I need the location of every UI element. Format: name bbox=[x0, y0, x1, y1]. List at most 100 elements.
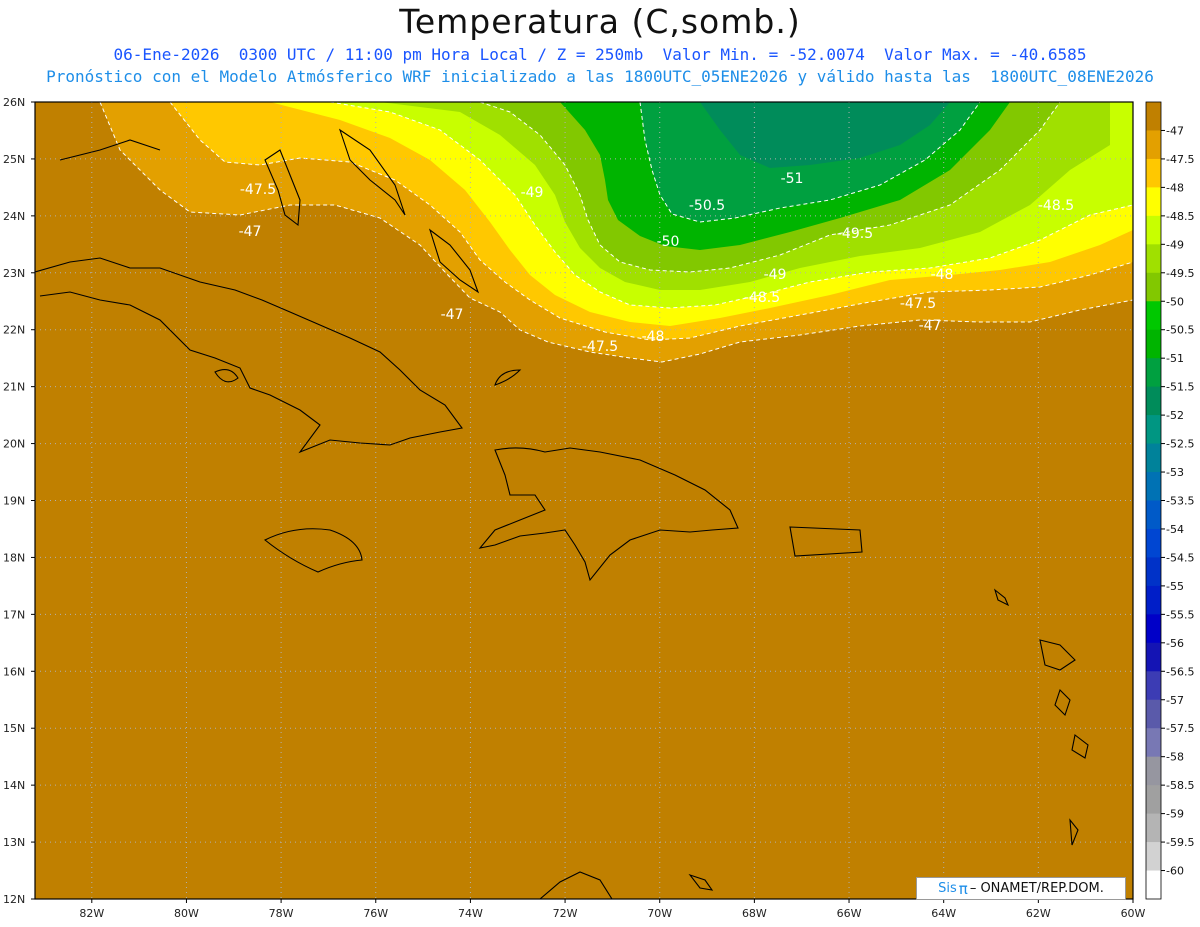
colorbar-swatch bbox=[1146, 358, 1161, 388]
logo-pi: π bbox=[958, 879, 968, 898]
lon-tick-label: 74W bbox=[458, 907, 483, 920]
contour-label: -47.5 bbox=[582, 339, 618, 355]
colorbar-label: -48 bbox=[1166, 181, 1184, 194]
jamaica-coast bbox=[263, 528, 363, 573]
lesser-antilles-2 bbox=[1054, 688, 1071, 717]
colorbar-label: -59.5 bbox=[1166, 836, 1194, 849]
colorbar-label: -53.5 bbox=[1166, 495, 1194, 508]
colorbar-swatch bbox=[1146, 870, 1161, 900]
colorbar-swatch bbox=[1146, 386, 1161, 416]
colorbar-label: -58.5 bbox=[1166, 779, 1194, 792]
colorbar-label: -58 bbox=[1166, 751, 1184, 764]
map-plot-area bbox=[35, 102, 1133, 899]
lon-tick-label: 78W bbox=[269, 907, 294, 920]
contour-label: -48 bbox=[642, 329, 665, 345]
colorbar-swatch bbox=[1146, 614, 1161, 644]
colorbar-swatch bbox=[1146, 130, 1161, 160]
colorbar-swatch bbox=[1146, 329, 1161, 359]
colorbar-swatch bbox=[1146, 102, 1161, 131]
colorbar-label: -60 bbox=[1166, 865, 1184, 878]
colorbar-label: -49 bbox=[1166, 238, 1184, 251]
colorbar-swatch bbox=[1146, 699, 1161, 729]
contour-label-group: -47.5 -47 -49 -50.5 -51 -50 -49.5 -49 -48.5 -48.5… bbox=[239, 171, 1075, 355]
contour-label: -47.5 bbox=[240, 182, 276, 198]
lat-tick-label: 26N bbox=[3, 96, 25, 109]
logo-organization: – ONAMET/REP.DOM. bbox=[969, 881, 1104, 896]
lat-tick-label: 19N bbox=[3, 495, 25, 508]
colorbar-label: -51 bbox=[1166, 352, 1184, 365]
colorbar-label: -56.5 bbox=[1166, 665, 1194, 678]
lat-tick-label: 20N bbox=[3, 438, 25, 451]
colorbar-swatch bbox=[1146, 415, 1161, 445]
colorbar-label: -53 bbox=[1166, 466, 1184, 479]
longitude-axis: 82W 80W 78W 76W 74W 72W 70W 68W 66W 64W 62W 60W bbox=[79, 899, 1146, 920]
lon-tick-label: 60W bbox=[1121, 907, 1146, 920]
venezuela-coast bbox=[539, 871, 613, 899]
colorbar-label: -52 bbox=[1166, 409, 1184, 422]
lat-tick-label: 24N bbox=[3, 210, 25, 223]
lat-tick-label: 17N bbox=[3, 608, 25, 621]
contour-label: -47 bbox=[441, 307, 464, 323]
logo-brand: Sis bbox=[938, 881, 957, 896]
colorbar-swatch bbox=[1146, 842, 1161, 872]
cuba-coast bbox=[35, 257, 463, 454]
isla-juventud-coast bbox=[214, 369, 239, 383]
colorbar-swatch bbox=[1146, 785, 1161, 815]
lesser-antilles-1 bbox=[1039, 639, 1076, 671]
contour-label: -49.5 bbox=[837, 226, 873, 242]
lat-tick-label: 16N bbox=[3, 665, 25, 678]
lesser-antilles-5 bbox=[1069, 818, 1079, 846]
colorbar-swatch bbox=[1146, 756, 1161, 786]
colorbar-label: -55 bbox=[1166, 580, 1184, 593]
contour-label: -47.5 bbox=[900, 296, 936, 312]
colorbar-label: -55.5 bbox=[1166, 608, 1194, 621]
lon-tick-label: 80W bbox=[174, 907, 199, 920]
colorbar-swatch bbox=[1146, 158, 1161, 188]
isotherm-lines bbox=[99, 102, 1133, 363]
lesser-antilles-4 bbox=[993, 588, 1010, 607]
colorbar-swatch bbox=[1146, 557, 1161, 587]
lon-tick-label: 70W bbox=[647, 907, 672, 920]
contour-label: -47 bbox=[919, 318, 942, 334]
contour-label: -50 bbox=[657, 234, 680, 250]
colorbar-label: -49.5 bbox=[1166, 267, 1194, 280]
lat-lon-grid bbox=[35, 102, 1133, 899]
colorbar-swatch bbox=[1146, 443, 1161, 473]
lon-tick-label: 62W bbox=[1026, 907, 1051, 920]
colorbar-label: -59 bbox=[1166, 808, 1184, 821]
sispi-logo: Sis π – ONAMET/REP.DOM. bbox=[916, 877, 1126, 900]
lon-tick-label: 68W bbox=[742, 907, 767, 920]
model-info-subtitle: Pronóstico con el Modelo Atmósferico WRF… bbox=[46, 67, 1154, 86]
lon-tick-label: 72W bbox=[553, 907, 578, 920]
colorbar-label: -57.5 bbox=[1166, 722, 1194, 735]
colorbar-label: -52.5 bbox=[1166, 438, 1194, 451]
colorbar-swatch bbox=[1146, 642, 1161, 672]
lon-tick-label: 66W bbox=[837, 907, 862, 920]
contour-label: -48.5 bbox=[744, 290, 780, 306]
contour-label: -47 bbox=[239, 224, 262, 240]
colorbar-label: -57 bbox=[1166, 694, 1184, 707]
colorbar-swatch bbox=[1146, 671, 1161, 701]
colorbar-swatch bbox=[1146, 728, 1161, 758]
colorbar-label: -47 bbox=[1166, 124, 1184, 137]
abc-islands bbox=[688, 873, 714, 891]
lat-tick-label: 18N bbox=[3, 551, 25, 564]
colorbar-swatch bbox=[1146, 472, 1161, 501]
puerto-rico-coast bbox=[789, 526, 863, 557]
colorbar-swatch bbox=[1146, 301, 1161, 331]
turks-caicos bbox=[494, 369, 522, 386]
lon-tick-label: 76W bbox=[363, 907, 388, 920]
lon-tick-label: 82W bbox=[79, 907, 104, 920]
colorbar-label: -50.5 bbox=[1166, 324, 1194, 337]
lon-tick-label: 64W bbox=[931, 907, 956, 920]
colorbar-label: -48.5 bbox=[1166, 210, 1194, 223]
lat-tick-label: 22N bbox=[3, 324, 25, 337]
hispaniola-coast bbox=[478, 447, 739, 582]
colorbar: -47 -47.5 -48 -48.5 -49 -49.5 -50 -50.5 -51 -51.5… bbox=[1145, 101, 1194, 900]
colorbar-label: -56 bbox=[1166, 637, 1184, 650]
forecast-time-subtitle: 06-Ene-2026 0300 UTC / 11:00 pm Hora Loc… bbox=[113, 45, 1087, 64]
lat-tick-label: 13N bbox=[3, 836, 25, 849]
colorbar-label: -47.5 bbox=[1166, 153, 1194, 166]
lat-tick-label: 12N bbox=[3, 893, 25, 906]
